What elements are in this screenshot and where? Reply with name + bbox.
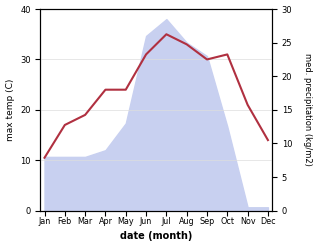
Y-axis label: med. precipitation (kg/m2): med. precipitation (kg/m2): [303, 53, 313, 166]
Y-axis label: max temp (C): max temp (C): [5, 79, 15, 141]
X-axis label: date (month): date (month): [120, 231, 192, 242]
